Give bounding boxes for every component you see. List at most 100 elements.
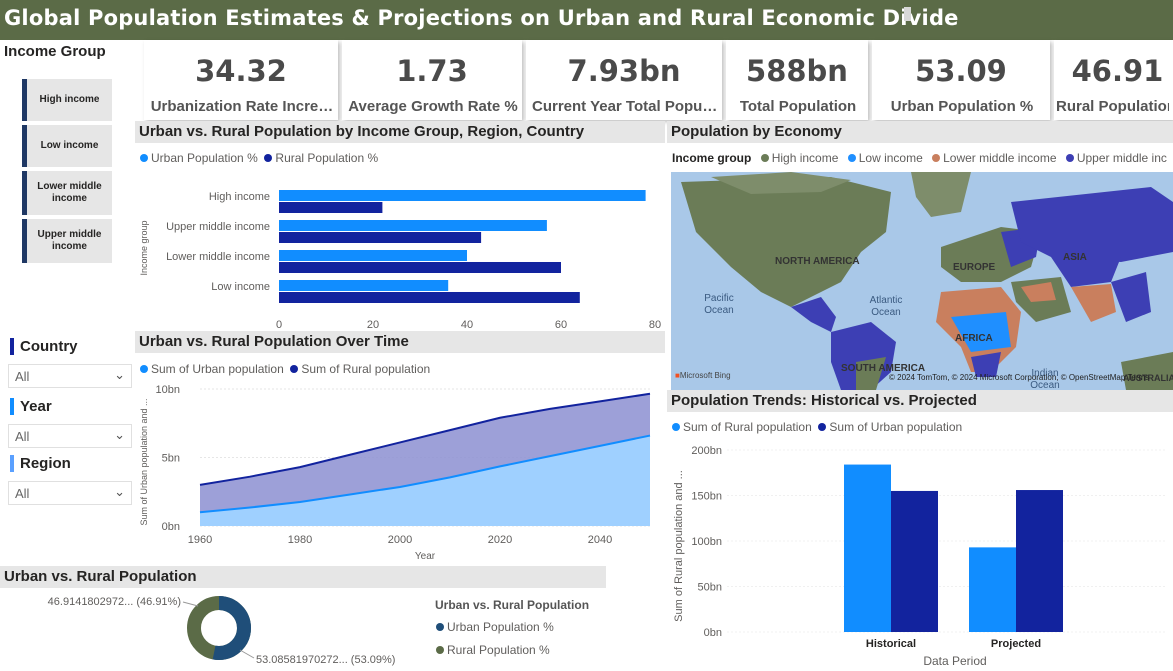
kpi-label: Urban Population %	[890, 98, 1034, 115]
legend-dot-rural	[672, 423, 680, 431]
kpi-value: 588bn	[746, 54, 848, 88]
kpi-card-current-year-population[interactable]: 7.93bn Current Year Total Popul…	[526, 40, 722, 120]
map-label-pacific: Pacific Ocean	[704, 293, 734, 316]
map-label-asia: ASIA	[1063, 252, 1087, 263]
bar-urban	[1016, 490, 1063, 632]
year-dropdown[interactable]: All ⌄	[8, 424, 132, 448]
area-chart-legend: Sum of Urban population Sum of Rural pop…	[140, 362, 430, 376]
kpi-card-rural-population[interactable]: 46.91 Rural Population	[1054, 40, 1173, 120]
map-label-indian: Indian Ocean	[1030, 368, 1060, 390]
donut-chart-title: Urban vs. Rural Population	[0, 566, 606, 588]
kpi-card-urbanization-rate[interactable]: 34.32 Urbanization Rate Incre…	[144, 40, 338, 120]
title-bar: Global Population Estimates & Projection…	[0, 0, 1173, 40]
kpi-value: 53.09	[915, 54, 1007, 88]
region-arctic	[711, 172, 851, 194]
bar-rural	[279, 292, 580, 303]
x-tick-label: 1960	[188, 534, 212, 546]
legend-label: Urban Population %	[447, 620, 554, 634]
region-sub-saharan-africa	[951, 312, 1011, 352]
kpi-value: 34.32	[195, 54, 287, 88]
slicer-item-upper-middle-income[interactable]: Upper middle income	[22, 219, 112, 263]
slicer-item-low-income[interactable]: Low income	[22, 125, 112, 167]
urban-rural-donut[interactable]: 46.9141802972... (46.91%) 53.08581970272.…	[0, 588, 430, 671]
kpi-label: Rural Population	[1056, 98, 1169, 115]
legend-dot-urban	[140, 365, 148, 373]
kpi-card-average-growth[interactable]: 1.73 Average Growth Rate %	[342, 40, 522, 120]
legend-label: Sum of Urban population	[829, 420, 963, 434]
income-slicer-title: Income Group	[4, 43, 106, 60]
x-tick-label: 2040	[588, 534, 612, 546]
map-canvas	[681, 172, 1173, 390]
y-tick-label: 100bn	[691, 536, 722, 548]
data-label-rural: 46.9141802972... (46.91%)	[48, 596, 181, 608]
region-australia	[1121, 352, 1173, 390]
country-filter-title: Country	[10, 338, 78, 355]
region-russia	[1011, 187, 1173, 262]
x-tick-label: 40	[461, 319, 473, 331]
bar-urban	[279, 190, 646, 201]
slicer-item-high-income[interactable]: High income	[22, 79, 112, 121]
kpi-card-total-population[interactable]: 588bn Total Population	[726, 40, 868, 120]
y-axis-title: Sum of Urban population and ...	[139, 398, 149, 525]
region-dropdown[interactable]: All ⌄	[8, 481, 132, 505]
region-greenland	[911, 172, 971, 217]
legend-dot-urban	[436, 623, 444, 631]
x-axis-title: Data Period	[923, 654, 986, 668]
donut-legend-rural: Rural Population %	[436, 643, 550, 657]
year-dropdown-value: All	[15, 429, 30, 444]
kpi-label: Total Population	[739, 98, 857, 115]
legend-label: Urban Population %	[151, 151, 258, 165]
legend-label: Upper middle inc	[1076, 151, 1167, 165]
region-central-america	[791, 297, 836, 332]
kpi-label: Average Growth Rate %	[348, 98, 518, 115]
population-area-chart[interactable]: 0bn 5bn 10bn 1960 1980 2000 2020 2040 Year Sum of…	[135, 378, 665, 564]
x-axis-title: Year	[415, 551, 436, 562]
map-title: Population by Economy	[667, 121, 1173, 143]
legend-dot-upper-middle	[1065, 154, 1074, 162]
region-south-asia	[1071, 284, 1116, 322]
bar-rural	[844, 464, 891, 632]
trends-chart-legend: Sum of Rural population Sum of Urban pop…	[672, 420, 962, 434]
y-tick-label: 150bn	[691, 491, 722, 503]
region-filter-title: Region	[10, 455, 71, 472]
category-label: Historical	[866, 638, 916, 650]
bar-urban	[279, 250, 467, 261]
map-label-europe: EUROPE	[953, 262, 996, 273]
map-copyright[interactable]: © 2024 TomTom, © 2024 Microsoft Corporat…	[889, 373, 1150, 382]
bar-rural	[279, 232, 482, 243]
y-tick-label: 0bn	[162, 521, 180, 533]
income-bar-chart[interactable]: Income group High income Upper middle inco…	[135, 168, 665, 334]
country-dropdown[interactable]: All ⌄	[8, 364, 132, 388]
data-label-urban: 53.08581970272... (53.09%)	[256, 654, 395, 666]
donut-slice-urban	[187, 596, 251, 660]
chevron-down-icon: ⌄	[114, 427, 125, 442]
legend-dot-rural	[436, 646, 444, 654]
legend-label: Sum of Rural population	[301, 362, 431, 376]
leader-line-rural	[182, 601, 199, 607]
region-southern-africa	[971, 352, 1001, 377]
donut-legend-urban: Urban Population %	[436, 620, 554, 634]
slicer-item-lower-middle-income[interactable]: Lower middle income	[22, 171, 112, 215]
trends-bar-chart[interactable]: 0bn 50bn 100bn 150bn 200bn Historical Projecte…	[667, 436, 1173, 671]
line-rural	[199, 392, 651, 486]
world-map[interactable]: NORTH AMERICA EUROPE ASIA AFRICA SOUTH A…	[671, 172, 1173, 390]
legend-label: Rural Population %	[447, 643, 550, 657]
legend-dot-rural	[290, 365, 299, 373]
category-label: Lower middle income	[166, 251, 270, 263]
map-legend-title: Income group	[672, 151, 752, 165]
legend-dot-urban	[140, 154, 148, 162]
area-chart-title: Urban vs. Rural Population Over Time	[135, 331, 665, 353]
y-tick-label: 0bn	[704, 627, 722, 639]
kpi-card-urban-population[interactable]: 53.09 Urban Population %	[872, 40, 1050, 120]
region-china	[1051, 257, 1121, 287]
category-label: Upper middle income	[166, 221, 270, 233]
cursor-indicator	[904, 7, 911, 21]
map-label-south-america: SOUTH AMERICA	[841, 363, 926, 374]
bar-rural	[969, 547, 1016, 632]
bar-urban	[279, 280, 449, 291]
legend-label: Sum of Urban population	[151, 362, 284, 376]
x-tick-label: 0	[276, 319, 282, 331]
chevron-down-icon: ⌄	[114, 484, 125, 499]
legend-dot-lower-middle	[932, 154, 941, 162]
donut-legend-title: Urban vs. Rural Population	[435, 598, 590, 612]
